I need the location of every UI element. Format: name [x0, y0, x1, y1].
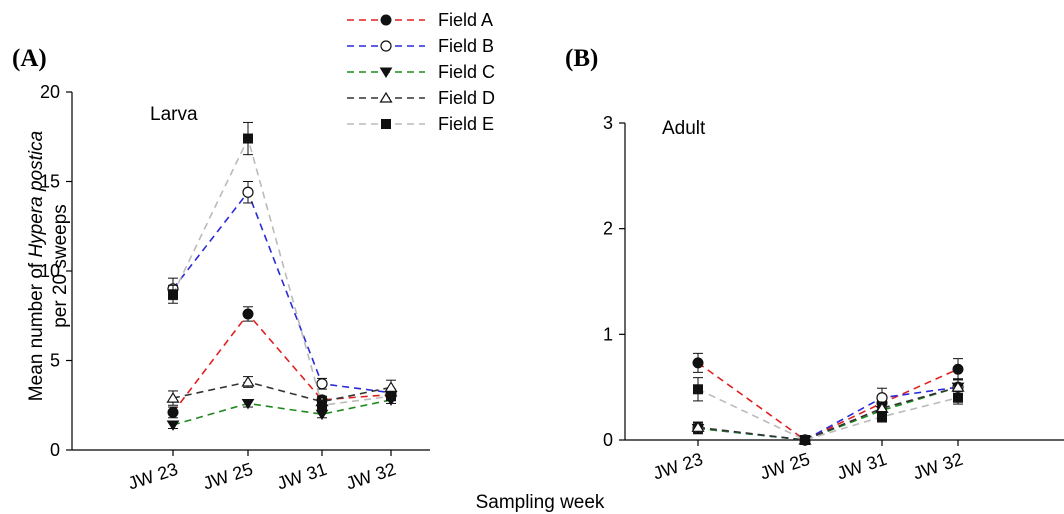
- panel-b-series-field-c: [691, 379, 965, 446]
- panel-b-point-field-a: [952, 363, 964, 375]
- panel-a-point-field-d: [166, 391, 180, 403]
- panel-b-series-field-d: [691, 379, 965, 445]
- panel-a-x-tick-label: JW 25: [201, 459, 256, 494]
- panel-a-series-field-d: [166, 375, 398, 408]
- panel-a-y-tick-label: 5: [50, 351, 60, 371]
- y-axis-label-line1: Mean number of Hypera postica: [26, 131, 47, 401]
- legend-label-field-a: Field A: [438, 10, 493, 30]
- panel-b-point-field-b: [876, 392, 888, 404]
- panel-a-point-field-e: [243, 133, 253, 144]
- panel-b-line-field-d: [697, 386, 959, 441]
- panel-a-line-field-c: [172, 399, 392, 426]
- panel-b-series-field-e: [693, 377, 963, 445]
- panel-b-point-field-d: [691, 421, 705, 432]
- panel-a-point-field-b: [242, 186, 254, 198]
- panel-a-y-tick-label: 10: [40, 261, 60, 281]
- panel-b-y-tick-label: 3: [603, 113, 613, 133]
- panel-a-y-tick-label: 15: [40, 172, 60, 192]
- panel-b-adult: 0 1 2 3 JW 23 JW 25 JW 31 JW 32: [603, 113, 1064, 484]
- legend-label-field-d: Field D: [438, 88, 495, 108]
- panel-b-point-field-e: [953, 392, 963, 403]
- panel-a-point-field-e: [168, 289, 178, 300]
- panel-a-y-tick-label: 20: [40, 82, 60, 102]
- panel-b-x-tick-label: JW 32: [911, 449, 966, 484]
- panel-a-y-tick-label: 0: [50, 440, 60, 460]
- panel-a-point-field-e: [317, 400, 327, 411]
- y-axis-label-line2: per 20 sweeps: [50, 204, 71, 328]
- panel-b-x-tick-label: JW 31: [835, 449, 890, 484]
- panel-label-b: (B): [565, 45, 598, 72]
- legend-marker-field-d: [379, 91, 393, 103]
- legend-item-field-e: Field E: [347, 114, 494, 134]
- legend-marker-field-e: [381, 119, 391, 129]
- panel-a-point-field-c: [166, 420, 180, 431]
- panel-a-x-tick-label: JW 32: [344, 459, 399, 494]
- panel-b-line-field-e: [697, 388, 959, 441]
- panel-b-y-tick-label: 2: [603, 219, 613, 239]
- panel-a-x-tick-label: JW 31: [275, 459, 330, 494]
- legend-item-field-d: Field D: [347, 88, 495, 108]
- panel-b-y-tick-label: 0: [603, 430, 613, 450]
- panel-a-x-tick-label: JW 23: [126, 459, 181, 494]
- panel-a-line-field-b: [172, 190, 392, 394]
- legend-marker-field-b: [380, 40, 392, 52]
- panel-b-point-field-e: [800, 435, 810, 445]
- panel-a-series-field-a: [167, 306, 397, 419]
- panel-a-point-field-d: [384, 381, 398, 392]
- panel-a-series-field-e: [168, 121, 396, 412]
- panel-b-point-field-e: [693, 384, 703, 395]
- panel-a-series-field-c: [166, 395, 398, 431]
- legend-label-field-e: Field E: [438, 114, 494, 134]
- legend-item-field-b: Field B: [347, 36, 494, 56]
- panel-annotation-adult: Adult: [662, 118, 706, 139]
- panel-a-point-field-a: [167, 406, 179, 418]
- panel-annotation-larva: Larva: [150, 104, 198, 125]
- legend: Field A Field B Field C Field D Field E: [347, 10, 495, 134]
- panel-a-line-field-d: [172, 381, 392, 403]
- panel-b-y-tick-label: 1: [603, 324, 613, 344]
- panel-label-a: (A): [12, 45, 47, 72]
- panel-a-series-field-b: [167, 181, 397, 399]
- panel-a-point-field-a: [242, 308, 254, 320]
- panel-a-point-field-c: [241, 398, 255, 410]
- panel-b-line-field-a: [697, 362, 959, 441]
- legend-label-field-b: Field B: [438, 36, 494, 56]
- panel-a-point-field-b: [316, 378, 328, 390]
- panel-b-point-field-e: [877, 411, 887, 422]
- panel-b-point-field-a: [692, 357, 704, 369]
- panel-b-series-field-b: [692, 378, 964, 446]
- panel-b-x-tick-label: JW 25: [758, 449, 813, 484]
- panel-a-larva: 0 5 10 15 20 JW 23 JW 25 JW 31 JW 32: [40, 82, 430, 494]
- panel-a-line-field-e: [172, 136, 392, 407]
- legend-label-field-c: Field C: [438, 62, 495, 82]
- panel-a-line-field-a: [172, 312, 392, 413]
- y-axis-label: Mean number of Hypera postica per 20 swe…: [26, 131, 71, 401]
- panel-b-x-tick-label: JW 23: [651, 449, 706, 484]
- panel-a-point-field-d: [241, 375, 255, 387]
- legend-marker-field-a: [380, 14, 392, 26]
- legend-marker-field-c: [379, 67, 393, 78]
- legend-item-field-c: Field C: [347, 62, 495, 82]
- panel-a-point-field-e: [386, 391, 396, 402]
- legend-item-field-a: Field A: [347, 10, 493, 30]
- x-axis-label: Sampling week: [476, 492, 605, 513]
